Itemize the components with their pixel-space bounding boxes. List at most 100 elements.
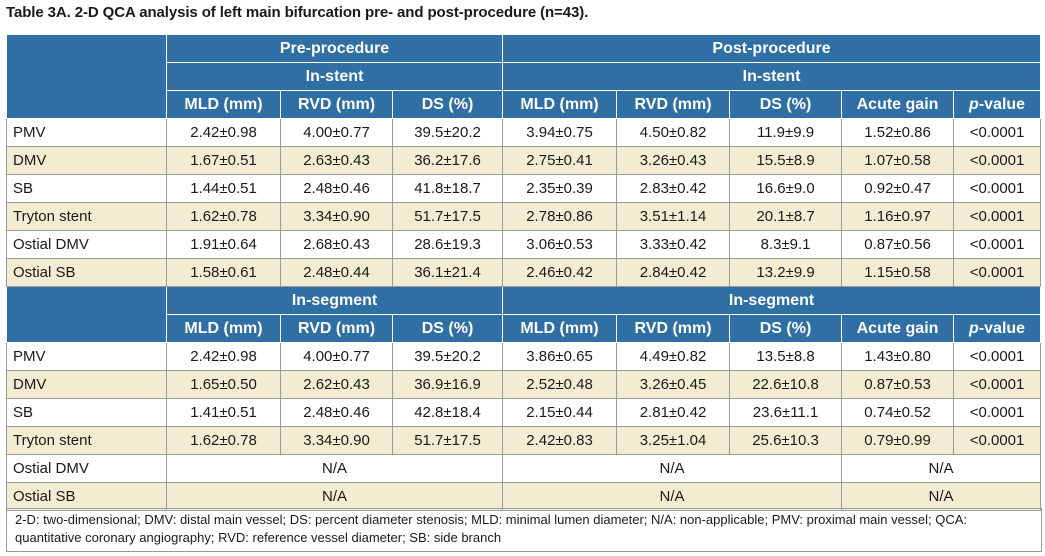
qca-table: Pre-procedure Post-procedure In-stent In… <box>6 34 1042 511</box>
cell-pre-mld: 1.41±0.51 <box>166 398 281 427</box>
table-row: Tryton stent 1.62±0.78 3.34±0.90 51.7±17.5 2… <box>6 202 1042 231</box>
row-label: DMV <box>6 370 167 399</box>
table-row: SB 1.44±0.51 2.48±0.46 41.8±18.7 2.35±0.39 2.… <box>6 174 1042 203</box>
col-post-rvd: RVD (mm) <box>616 90 731 119</box>
cell-gain: 1.07±0.58 <box>841 146 955 175</box>
cell-p: <0.0001 <box>953 426 1042 455</box>
row-label: Tryton stent <box>6 426 167 455</box>
cell-post-rvd: 2.84±0.42 <box>616 258 731 287</box>
col-p-value: p-value <box>953 314 1042 343</box>
cell-p: <0.0001 <box>953 118 1042 147</box>
col-post-mld: MLD (mm) <box>502 314 618 343</box>
cell-pre-rvd: 2.48±0.46 <box>280 398 393 427</box>
cell-pre-mld: 1.44±0.51 <box>166 174 281 203</box>
header-post-in-stent: In-stent <box>502 62 1042 91</box>
col-post-rvd: RVD (mm) <box>616 314 731 343</box>
cell-post-rvd: 3.51±1.14 <box>616 202 731 231</box>
row-label: Ostial DMV <box>6 454 167 483</box>
cell-pre-rvd: 2.62±0.43 <box>280 370 393 399</box>
cell-post-mld: 2.42±0.83 <box>502 426 618 455</box>
cell-pre-rvd: 2.48±0.46 <box>280 174 393 203</box>
cell-pre-mld: 1.91±0.64 <box>166 230 281 259</box>
cell-pre-mld: 2.42±0.98 <box>166 342 281 371</box>
cell-gain: 0.87±0.56 <box>841 230 955 259</box>
row-label: Ostial DMV <box>6 230 167 259</box>
table-row: Ostial DMV N/A N/A N/A <box>6 454 1042 483</box>
col-post-ds: DS (%) <box>729 314 843 343</box>
header-post-procedure: Post-procedure <box>502 34 1042 63</box>
cell-pre-ds: 51.7±17.5 <box>391 202 504 231</box>
cell-gain: 1.52±0.86 <box>841 118 955 147</box>
cell-p: <0.0001 <box>953 174 1042 203</box>
cell-gain: 0.74±0.52 <box>841 398 955 427</box>
cell-post-na: N/A <box>502 482 843 511</box>
cell-post-rvd: 3.26±0.43 <box>616 146 731 175</box>
cell-gain-p-na: N/A <box>841 454 1042 483</box>
cell-post-mld: 2.46±0.42 <box>502 258 618 287</box>
table-row: PMV 2.42±0.98 4.00±0.77 39.5±20.2 3.86±0.65 4… <box>6 342 1042 371</box>
header-corner-segment <box>6 286 167 343</box>
cell-post-rvd: 3.33±0.42 <box>616 230 731 259</box>
cell-post-ds: 15.5±8.9 <box>729 146 843 175</box>
row-label: Ostial SB <box>6 482 167 511</box>
cell-pre-rvd: 4.00±0.77 <box>280 118 393 147</box>
cell-p: <0.0001 <box>953 258 1042 287</box>
cell-pre-rvd: 3.34±0.90 <box>280 202 393 231</box>
table-row: Ostial SB 1.58±0.61 2.48±0.44 36.1±21.4 2.46… <box>6 258 1042 287</box>
header-post-in-segment: In-segment <box>502 286 1042 315</box>
cell-pre-na: N/A <box>165 482 504 511</box>
col-p-value: p-value <box>953 90 1042 119</box>
cell-p: <0.0001 <box>953 342 1042 371</box>
col-pre-rvd: RVD (mm) <box>280 90 393 119</box>
table-row: DMV 1.67±0.51 2.63±0.43 36.2±17.6 2.75±0.41 3… <box>6 146 1042 175</box>
header-corner <box>6 34 167 119</box>
cell-p: <0.0001 <box>953 202 1042 231</box>
cell-pre-mld: 1.58±0.61 <box>166 258 281 287</box>
cell-pre-mld: 1.65±0.50 <box>166 370 281 399</box>
cell-pre-ds: 36.9±16.9 <box>391 370 504 399</box>
cell-post-rvd: 4.49±0.82 <box>616 342 731 371</box>
cell-post-rvd: 3.25±1.04 <box>616 426 731 455</box>
col-acute-gain: Acute gain <box>841 314 955 343</box>
cell-post-mld: 3.94±0.75 <box>502 118 618 147</box>
cell-post-mld: 2.35±0.39 <box>502 174 618 203</box>
col-post-mld: MLD (mm) <box>502 90 618 119</box>
row-label: SB <box>6 398 167 427</box>
table-title: Table 3A. 2-D QCA analysis of left main … <box>6 4 589 21</box>
cell-post-ds: 13.2±9.9 <box>729 258 843 287</box>
table-footnote: 2-D: two-dimensional; DMV: distal main v… <box>6 508 1042 552</box>
cell-p: <0.0001 <box>953 230 1042 259</box>
cell-pre-ds: 42.8±18.4 <box>391 398 504 427</box>
cell-pre-mld: 2.42±0.98 <box>166 118 281 147</box>
cell-pre-ds: 39.5±20.2 <box>391 342 504 371</box>
column-header-row: MLD (mm) RVD (mm) DS (%) MLD (mm) RVD (m… <box>7 90 1042 119</box>
cell-pre-rvd: 2.48±0.44 <box>280 258 393 287</box>
row-label: SB <box>6 174 167 203</box>
cell-post-rvd: 3.26±0.45 <box>616 370 731 399</box>
table-row: DMV 1.65±0.50 2.62±0.43 36.9±16.9 2.52±0.48 3… <box>6 370 1042 399</box>
cell-p: <0.0001 <box>953 146 1042 175</box>
cell-gain: 1.43±0.80 <box>841 342 955 371</box>
table-row: PMV 2.42±0.98 4.00±0.77 39.5±20.2 3.94±0.75 4… <box>6 118 1042 147</box>
cell-gain: 1.15±0.58 <box>841 258 955 287</box>
cell-pre-ds: 36.1±21.4 <box>391 258 504 287</box>
cell-post-rvd: 2.81±0.42 <box>616 398 731 427</box>
table-row: Ostial DMV 1.91±0.64 2.68±0.43 28.6±19.3 3.0… <box>6 230 1042 259</box>
cell-pre-na: N/A <box>165 454 504 483</box>
header-pre-in-stent: In-stent <box>165 62 504 91</box>
cell-post-rvd: 4.50±0.82 <box>616 118 731 147</box>
col-pre-rvd: RVD (mm) <box>280 314 393 343</box>
cell-p: <0.0001 <box>953 398 1042 427</box>
cell-post-ds: 25.6±10.3 <box>729 426 843 455</box>
cell-gain: 0.79±0.99 <box>841 426 955 455</box>
cell-post-ds: 11.9±9.9 <box>729 118 843 147</box>
row-label: DMV <box>6 146 167 175</box>
col-pre-ds: DS (%) <box>391 90 504 119</box>
cell-post-ds: 22.6±10.8 <box>729 370 843 399</box>
cell-post-mld: 2.78±0.86 <box>502 202 618 231</box>
cell-pre-ds: 36.2±17.6 <box>391 146 504 175</box>
cell-post-ds: 16.6±9.0 <box>729 174 843 203</box>
cell-post-rvd: 2.83±0.42 <box>616 174 731 203</box>
cell-post-mld: 2.52±0.48 <box>502 370 618 399</box>
cell-pre-rvd: 4.00±0.77 <box>280 342 393 371</box>
